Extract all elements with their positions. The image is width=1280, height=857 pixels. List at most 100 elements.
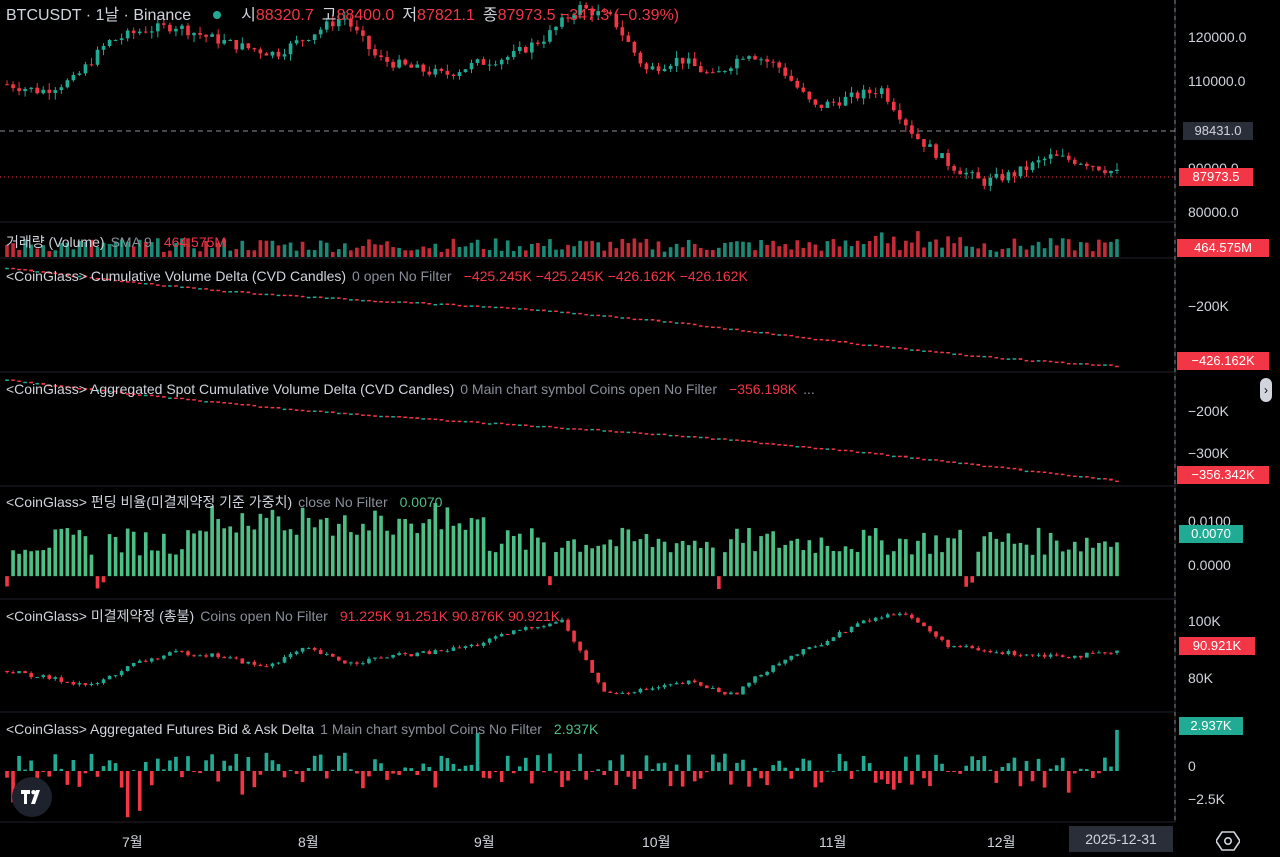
spot-cvd-candle bbox=[65, 386, 70, 388]
bidask-bar bbox=[723, 753, 727, 771]
cvd-candle bbox=[982, 355, 987, 358]
cvd-candle bbox=[759, 331, 763, 334]
price-candle bbox=[1097, 166, 1101, 171]
cvd-candle bbox=[554, 310, 558, 312]
bidask-bar bbox=[246, 757, 251, 771]
volume-bar bbox=[958, 237, 962, 257]
bidask-bar bbox=[644, 755, 649, 771]
volume-bar bbox=[373, 244, 377, 257]
spot-cvd-candle bbox=[898, 455, 902, 458]
oi-candle bbox=[554, 622, 558, 624]
spot-cvd-ellipsis[interactable]: ... bbox=[803, 381, 815, 397]
oi-candle bbox=[324, 653, 329, 655]
price-candle bbox=[312, 34, 317, 41]
cvd-candle bbox=[433, 303, 438, 306]
spot-cvd-candle bbox=[1042, 471, 1047, 474]
spot-cvd-candle bbox=[17, 380, 21, 383]
spot-cvd-candle bbox=[614, 431, 619, 433]
volume-bar bbox=[192, 248, 196, 257]
oi-candle bbox=[976, 648, 981, 651]
cvd-candle bbox=[560, 311, 564, 314]
symbol-label[interactable]: BTCUSDT · 1날 · Binance bbox=[6, 7, 192, 24]
price-candle bbox=[306, 40, 311, 42]
spot-cvd-candle bbox=[1036, 471, 1041, 473]
bidask-bar bbox=[343, 752, 347, 771]
volume-bar bbox=[23, 239, 27, 257]
cvd-args: 0 open No Filter bbox=[352, 268, 452, 284]
cvd-candle bbox=[11, 267, 15, 270]
cvd-candle bbox=[916, 349, 920, 352]
funding-bar bbox=[946, 537, 950, 577]
volume-bar bbox=[837, 246, 842, 257]
volume-bar bbox=[1018, 245, 1023, 257]
funding-pane-title[interactable]: <CoinGlass> 펀딩 비율(미결제약정 기준 가중치) close No … bbox=[6, 493, 442, 511]
cvd-candle bbox=[674, 322, 679, 324]
cvd-candle bbox=[964, 354, 968, 357]
price-candle bbox=[946, 153, 950, 167]
funding-bar bbox=[113, 536, 118, 577]
settings-gear-icon[interactable] bbox=[1215, 830, 1241, 852]
volume-bar bbox=[928, 241, 932, 257]
price-candle bbox=[885, 88, 890, 102]
bidask-bar bbox=[608, 760, 613, 771]
spot-cvd-candle bbox=[662, 433, 667, 436]
funding-bar bbox=[1066, 549, 1071, 577]
funding-bar bbox=[928, 553, 932, 577]
volume-bar bbox=[783, 244, 788, 257]
main-chart-header[interactable]: BTCUSDT · 1날 · Binance 시88320.7 고88400.0 저8… bbox=[6, 6, 679, 26]
bidask-bar bbox=[270, 760, 275, 771]
price-candle bbox=[204, 34, 208, 37]
volume-bar bbox=[499, 250, 504, 257]
cvd-candle bbox=[487, 306, 492, 308]
price-candle bbox=[861, 89, 866, 99]
volume-bar bbox=[765, 244, 769, 257]
price-candle bbox=[729, 68, 733, 72]
price-candle bbox=[879, 88, 884, 94]
volume-bar bbox=[885, 243, 890, 257]
volume-bar bbox=[270, 240, 275, 257]
funding-bar bbox=[511, 535, 516, 577]
spot-cvd-candle bbox=[228, 402, 233, 405]
oi-candle bbox=[596, 672, 601, 683]
bidask-bar bbox=[517, 766, 522, 771]
bidask-bar bbox=[415, 771, 420, 776]
volume-bar bbox=[867, 241, 872, 257]
volume-bar bbox=[222, 239, 226, 257]
bidask-bar bbox=[451, 763, 456, 771]
funding-bar bbox=[306, 517, 311, 577]
oi-pane-title[interactable]: <CoinGlass> 미결제약정 (총불) Coins open No Filt… bbox=[6, 607, 560, 625]
volume-pane-title[interactable]: 거래량 (Volume) SMA 9 464.575M bbox=[6, 233, 226, 251]
cvd-candle bbox=[590, 314, 594, 317]
spot-cvd-candle bbox=[210, 401, 214, 403]
volume-bar bbox=[11, 243, 15, 257]
cvd-pane-title[interactable]: <CoinGlass> Cumulative Volume Delta (CVD… bbox=[6, 267, 748, 285]
bidask-bar bbox=[548, 753, 552, 771]
chevron-right-icon[interactable]: › bbox=[1260, 378, 1272, 402]
cvd-candle bbox=[397, 301, 401, 303]
oi-candle bbox=[385, 657, 389, 659]
volume-bar bbox=[101, 242, 106, 257]
cvd-candle bbox=[523, 308, 528, 310]
oi-candle bbox=[843, 631, 848, 633]
bidask-bar bbox=[324, 771, 329, 779]
bidask-bar bbox=[306, 767, 311, 771]
volume-bar bbox=[186, 238, 190, 257]
funding-bar bbox=[1072, 541, 1077, 577]
oi-args: Coins open No Filter bbox=[200, 608, 328, 624]
funding-bar bbox=[602, 544, 607, 577]
bidask-pane-title[interactable]: <CoinGlass> Aggregated Futures Bid & Ask… bbox=[6, 720, 598, 738]
oi-candle bbox=[1030, 654, 1035, 656]
price-candle bbox=[192, 32, 196, 36]
volume-bar bbox=[898, 250, 902, 257]
price-candle bbox=[523, 46, 528, 53]
tradingview-logo-icon[interactable] bbox=[12, 777, 52, 817]
funding-bar bbox=[578, 551, 582, 577]
bid-ask-delta-bars bbox=[5, 729, 1119, 818]
oi-candle bbox=[1000, 652, 1005, 655]
cvd-candle bbox=[1054, 361, 1059, 364]
spot-cvd-pane-title[interactable]: <CoinGlass> Aggregated Spot Cumulative V… bbox=[6, 380, 815, 398]
spot-cvd-candle bbox=[988, 465, 993, 468]
oi-candle bbox=[306, 647, 311, 649]
oi-candle bbox=[23, 671, 27, 674]
